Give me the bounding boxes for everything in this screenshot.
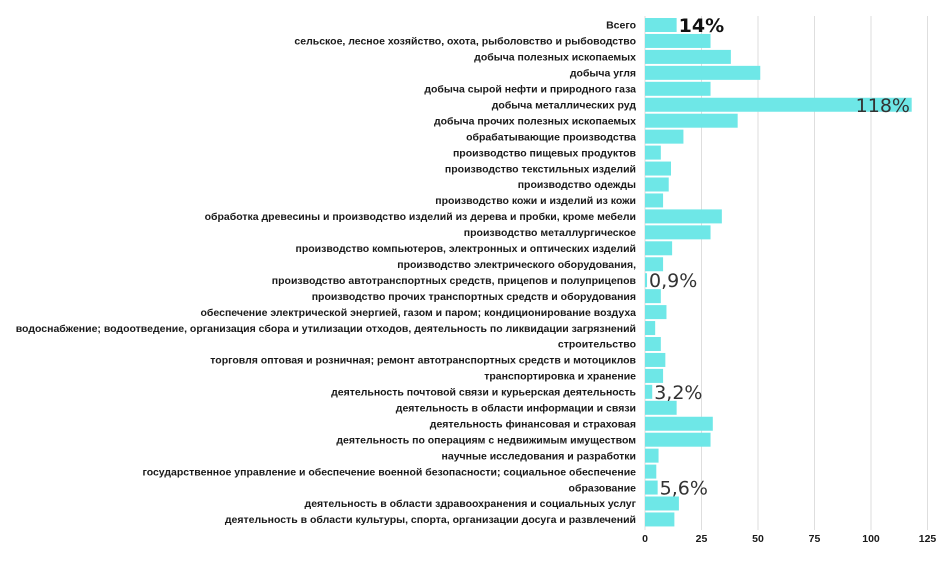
category-label: производство электрического оборудования… <box>397 259 636 271</box>
bar <box>645 49 731 64</box>
bar <box>645 416 713 431</box>
bar <box>645 337 661 351</box>
category-label: производство компьютеров, электронных и … <box>296 243 636 255</box>
bar <box>645 257 664 272</box>
category-label: добыча полезных ископаемых <box>474 52 636 64</box>
bar <box>645 305 667 320</box>
category-label: образование <box>569 482 637 494</box>
bar <box>645 145 661 160</box>
category-label: производство пищевых продуктов <box>453 147 637 159</box>
category-label: Всего <box>606 20 636 32</box>
x-tick-label: 75 <box>809 533 821 545</box>
bar-annotation: 14% <box>679 15 724 37</box>
category-label: деятельность в области информации и связ… <box>396 403 636 415</box>
category-label: водоснабжение; водоотведение, организаци… <box>16 323 636 335</box>
bar <box>645 129 684 144</box>
category-label: деятельность почтовой связи и курьерская… <box>331 387 636 399</box>
bar-annotations: 14% 118% 0,9% 3,2% 5,6% <box>649 15 910 500</box>
x-tick-label: 125 <box>919 533 937 545</box>
bar <box>645 161 671 176</box>
category-label: деятельность в области культуры, спорта,… <box>225 514 636 526</box>
bar <box>645 241 673 256</box>
bar <box>645 65 761 80</box>
bar <box>645 368 664 383</box>
category-label: производство кожи и изделий из кожи <box>435 195 636 207</box>
x-tick-label: 50 <box>752 533 764 545</box>
bar-annotation: 3,2% <box>654 382 702 404</box>
category-label: деятельность в области здравоохранения и… <box>305 498 637 510</box>
category-label: деятельность по операциям с недвижимым и… <box>336 434 636 446</box>
bar <box>645 209 722 224</box>
category-label: строительство <box>558 339 636 351</box>
category-label: производство металлургическое <box>464 227 636 239</box>
bar <box>645 448 659 463</box>
bar <box>645 18 677 32</box>
category-label: обработка древесины и производство издел… <box>205 211 636 223</box>
category-label: производство прочих транспортных средств… <box>312 291 636 303</box>
bar <box>645 289 661 304</box>
category-label: добыча сырой нефти и природного газа <box>424 84 636 96</box>
bar <box>645 97 912 112</box>
bar <box>645 432 711 447</box>
x-tick-label: 100 <box>862 533 880 545</box>
bar <box>645 273 648 288</box>
category-labels: Всего сельское, лесное хозяйство, охота, … <box>16 20 637 526</box>
bar <box>645 400 677 415</box>
category-label: государственное управление и обеспечение… <box>142 466 636 478</box>
category-label: научные исследования и разработки <box>442 450 636 462</box>
bar <box>645 225 711 240</box>
category-label: производство одежды <box>518 179 636 191</box>
bar-annotation: 5,6% <box>660 478 708 500</box>
bar <box>645 496 679 511</box>
category-label: деятельность финансовая и страховая <box>430 418 636 430</box>
bar <box>645 33 711 48</box>
category-label: сельское, лесное хозяйство, охота, рыбол… <box>294 36 636 48</box>
bar <box>645 321 656 336</box>
x-tick-label: 0 <box>642 533 648 545</box>
bar <box>645 384 653 399</box>
x-tick-label: 25 <box>696 533 708 545</box>
bar <box>645 352 666 367</box>
category-label: обрабатывающие производства <box>466 131 636 143</box>
category-label: транспортировка и хранение <box>484 371 636 383</box>
category-label: добыча металлических руд <box>492 99 637 111</box>
category-label: добыча прочих полезных ископаемых <box>434 115 636 127</box>
bars <box>645 18 912 527</box>
bar <box>645 81 711 96</box>
bar <box>645 480 658 495</box>
category-label: обеспечение электрической энергией, газо… <box>201 307 637 319</box>
bar <box>645 193 664 208</box>
bar <box>645 113 738 128</box>
bar <box>645 464 657 479</box>
bar <box>645 177 669 192</box>
category-label: производство автотранспортных средств, п… <box>272 275 637 287</box>
bar-annotation: 118% <box>856 95 910 117</box>
bar-annotation: 0,9% <box>649 270 697 292</box>
category-label: торговля оптовая и розничная; ремонт авт… <box>210 355 636 367</box>
category-label: производство текстильных изделий <box>445 163 636 175</box>
bar <box>645 512 675 527</box>
x-axis-tick-labels: 0 25 50 75 100 125 <box>642 533 936 545</box>
category-label: добыча угля <box>570 68 636 80</box>
